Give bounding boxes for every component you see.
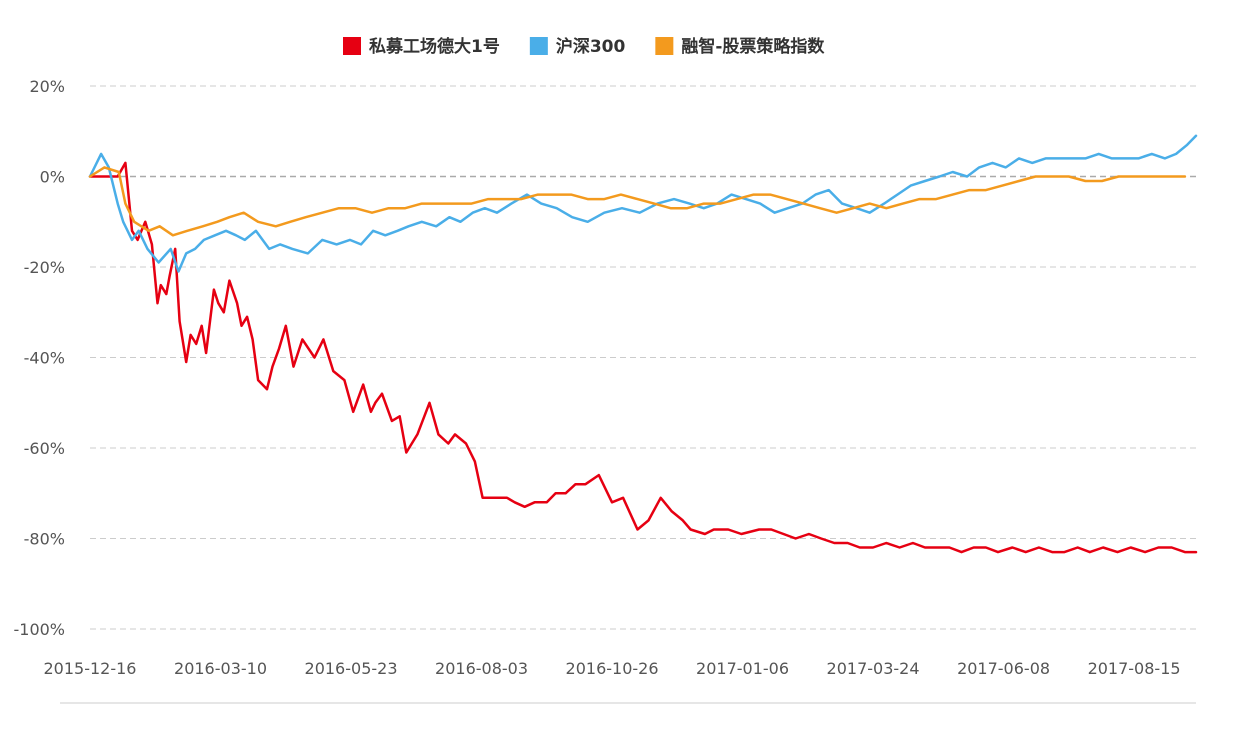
legend-swatch-1	[529, 37, 548, 55]
legend-label-0: 私募工场德大1号	[369, 36, 500, 57]
y-tick-label: 0%	[40, 168, 65, 187]
series-line-0	[88, 161, 1198, 554]
series-line-2	[88, 166, 1187, 237]
legend-label-1: 沪深300	[556, 36, 626, 57]
x-tick-label: 2015-12-16	[44, 659, 137, 678]
x-tick-label: 2016-10-26	[566, 659, 659, 678]
x-tick-label: 2017-06-08	[957, 659, 1050, 678]
x-tick-label: 2017-01-06	[696, 659, 789, 678]
legend-swatch-2	[655, 37, 674, 55]
x-tick-label: 2016-05-23	[305, 659, 398, 678]
legend-swatch-0	[343, 37, 361, 55]
chart-grid	[90, 85, 1196, 630]
y-tick-label: -40%	[24, 349, 65, 368]
y-axis-tick-labels: 20% 0% -20% -40% -60% -80% -100%	[13, 77, 65, 639]
x-tick-label: 2017-08-15	[1088, 659, 1181, 678]
y-tick-label: -100%	[13, 620, 65, 639]
chart-legend: 私募工场德大1号 沪深300 融智-股票策略指数	[343, 36, 825, 57]
y-tick-label: -60%	[24, 439, 65, 458]
y-tick-label: 20%	[29, 77, 65, 96]
series-layer	[88, 134, 1198, 554]
legend-label-2: 融智-股票策略指数	[681, 36, 825, 57]
y-tick-label: -80%	[24, 530, 65, 549]
x-axis-tick-labels: 2015-12-16 2016-03-10 2016-05-23 2016-08-03…	[44, 659, 1181, 678]
series-line-1	[88, 134, 1198, 273]
x-tick-label: 2016-08-03	[435, 659, 528, 678]
y-tick-label: -20%	[24, 258, 65, 277]
x-tick-label: 2017-03-24	[827, 659, 920, 678]
x-tick-label: 2016-03-10	[174, 659, 267, 678]
